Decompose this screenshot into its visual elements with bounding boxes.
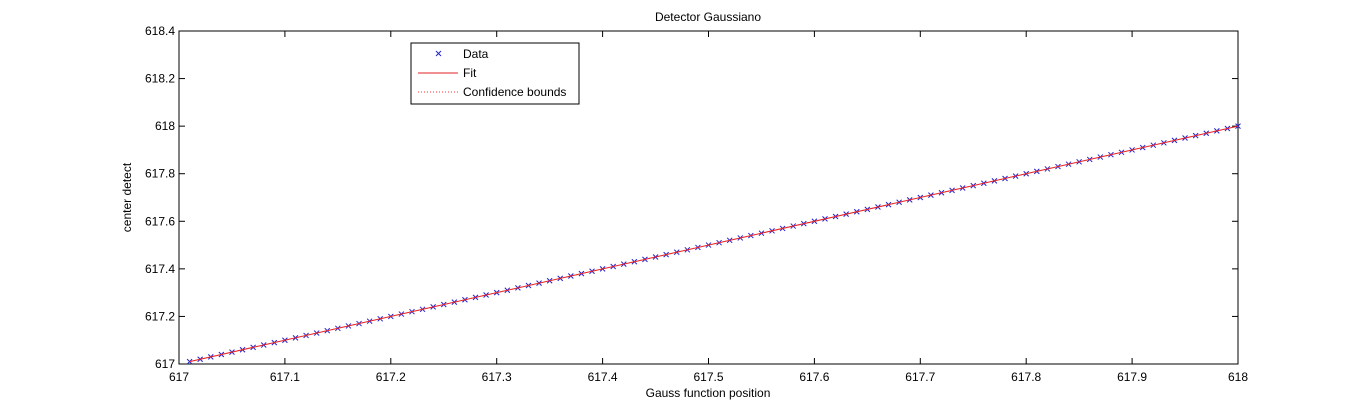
x-tick-label: 617.4 [588,370,618,384]
x-tick-label: 617.3 [482,370,512,384]
y-tick-label: 618.4 [145,24,175,38]
legend-label-fit: Fit [463,66,477,80]
chart-title: Detector Gaussiano [655,10,761,24]
y-tick-label: 617.6 [145,214,175,228]
confidence-bound-line [189,125,1239,363]
y-tick-label: 618.2 [145,72,175,86]
legend-marker-data [435,50,442,57]
y-tick-label: 617.8 [145,167,175,181]
plot-axes: 617 617.1 617.2 617.3 617.4 617.5 617.6 617.7 61… [145,24,1248,384]
y-axis-label: center detect [120,162,134,232]
x-tick-label: 617.6 [799,370,829,384]
x-axis: 617 617.1 617.2 617.3 617.4 617.5 617.6 617.7 61… [169,31,1248,384]
x-tick-label: 617.5 [693,370,723,384]
x-tick-label: 617.8 [1011,370,1041,384]
y-tick-label: 617.2 [145,309,175,323]
y-axis: 617 617.2 617.4 617.6 617.8 618 618.2 618.4 [145,24,1238,371]
legend-label-confidence: Confidence bounds [463,85,566,99]
x-tick-label: 617.9 [1117,370,1147,384]
x-axis-label: Gauss function position [646,386,771,400]
series-layer [186,123,1241,365]
x-tick-label: 617 [169,370,189,384]
legend-label-data: Data [463,47,489,61]
y-tick-label: 617.4 [145,262,175,276]
plot-area [178,30,1239,365]
y-tick-label: 618 [155,119,175,133]
x-tick-label: 618 [1228,370,1248,384]
x-tick-label: 617.1 [270,370,300,384]
x-tick-label: 617.2 [376,370,406,384]
legend: Data Fit Confidence bounds [410,42,580,105]
y-tick-label: 617 [155,357,175,371]
x-tick-label: 617.7 [905,370,935,384]
